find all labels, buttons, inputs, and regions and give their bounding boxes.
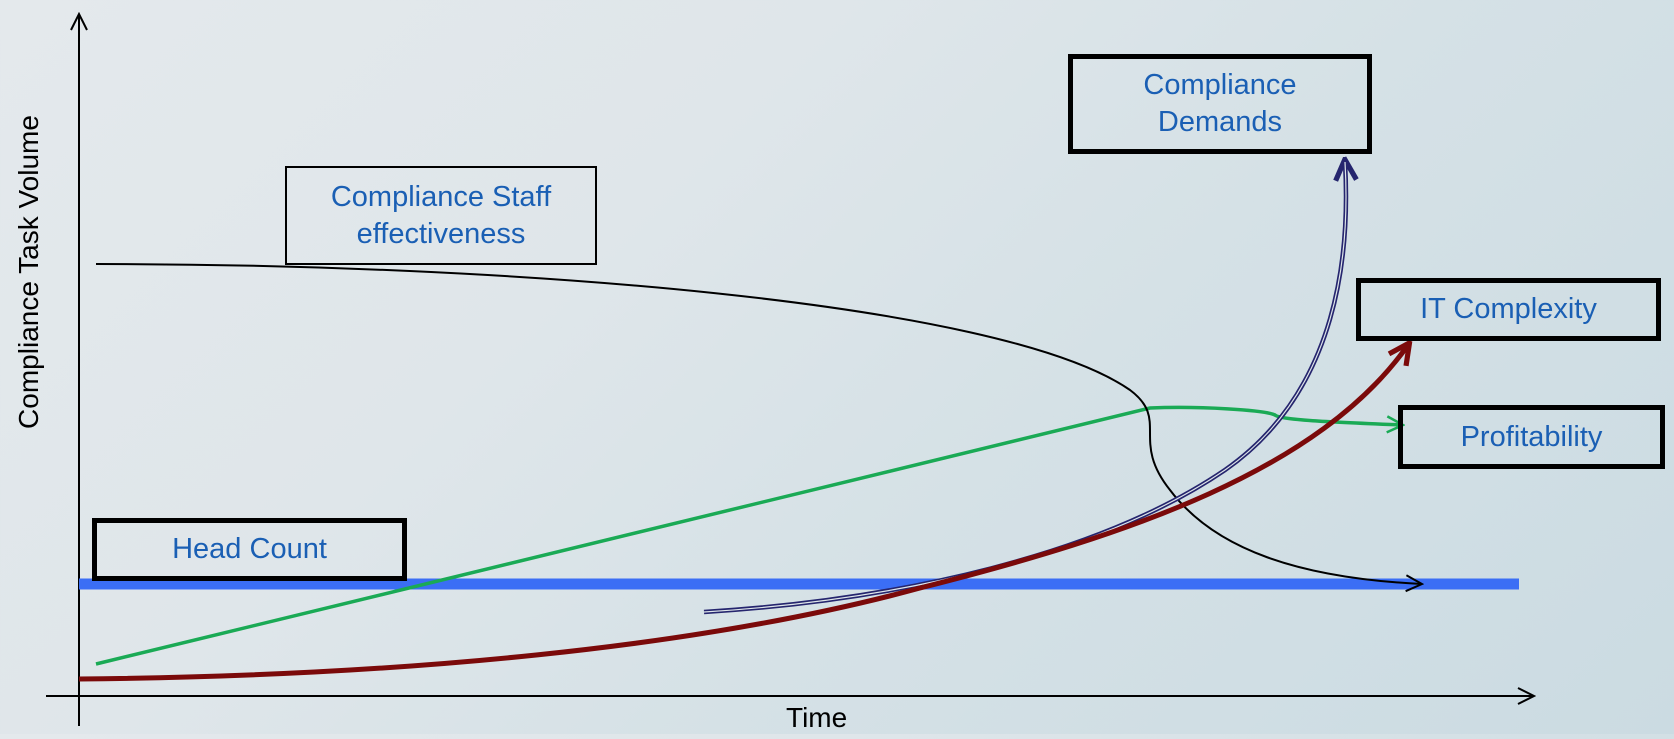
compliance-staff-box: Compliance Staff effectiveness	[285, 166, 597, 265]
compliance-demands-curve-inner	[703, 161, 1347, 613]
head-count-box: Head Count	[92, 518, 407, 581]
it-complexity-box: IT Complexity	[1356, 278, 1661, 341]
profitability-box: Profitability	[1398, 405, 1665, 469]
it-complexity-curve	[78, 345, 1408, 682]
profitability-curve	[95, 405, 1403, 666]
y-axis-label: Compliance Task Volume	[13, 115, 44, 429]
compliance-demands-box: Compliance Demands	[1068, 54, 1372, 154]
compliance-demands-curve	[703, 162, 1346, 615]
x-axis-label: Time	[786, 702, 848, 733]
staff-effectiveness-curve	[95, 263, 1422, 584]
